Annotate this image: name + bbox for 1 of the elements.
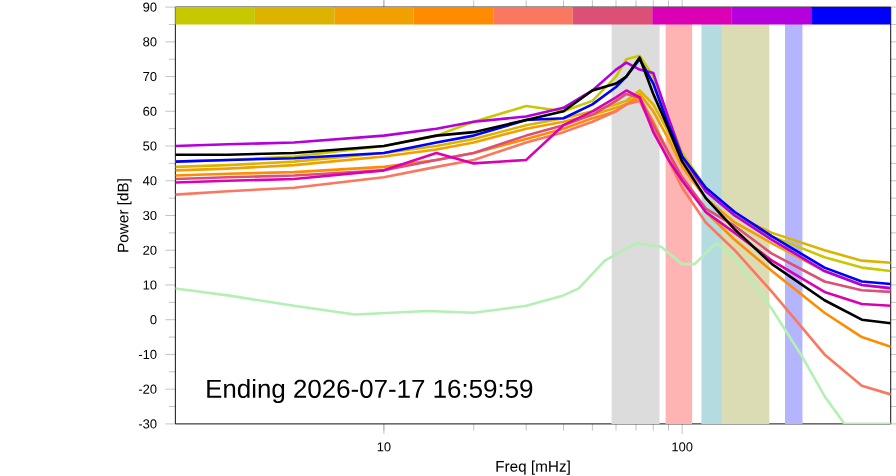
annotation: Ending 2026-07-17 16:59:59 — [207, 379, 533, 404]
